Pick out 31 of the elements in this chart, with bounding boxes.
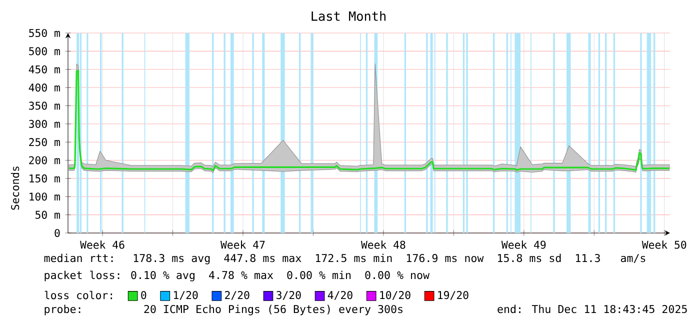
legend-label: 10/20 [380,291,410,300]
text: end: Thu Dec 11 18:43:45 2025 [498,304,687,314]
y-tick-label: 150 m [30,174,60,182]
y-tick-label: 450 m [28,65,60,74]
legend-label: 0 [141,291,146,300]
legend-title: loss color: [44,290,112,300]
y-tick-label: 550 m [29,28,60,38]
legend-label: 2/20 [225,291,250,300]
y-tick-label: 200 m [29,156,60,164]
y-axis-title: Seconds [10,166,20,210]
x-tick-label: Week 48 [360,240,406,249]
y-tick-label: 250 m [29,138,60,146]
x-tick-label: Week 50 [642,240,686,249]
x-tick-label: Week 46 [80,240,124,249]
y-tick-label: 100 m [30,192,60,201]
legend-label: 19/20 [438,291,468,300]
y-tick-label: 0 [54,228,60,238]
legend-label: 3/20 [276,291,301,300]
y-tick-label: 50 m [36,210,60,219]
y-tick-label: 400 m [28,84,60,92]
legend-label: 4/20 [328,291,352,300]
legend-label: 1/20 [174,291,198,300]
y-tick-label: 300 m [29,120,60,128]
x-tick-label: Week 47 [220,240,265,249]
y-tick-label: 500 m [29,47,60,56]
text: probe: 20 ICMP Echo Pings (56 Bytes) every 300s [44,304,402,316]
x-tick-label: Week 49 [501,240,546,249]
text: median rtt: 178.3 ms avg 447.8 ms max 172.5 ms min 176.9 ms now 15.8 ms sd 11.3 am/s [44,254,646,264]
chart-title: Last Month [312,11,386,21]
y-tick-label: 350 m [29,102,60,110]
text: packet loss: 0.10 % avg 4.78 % max 0.00 % min 0.00 % now [44,270,430,282]
